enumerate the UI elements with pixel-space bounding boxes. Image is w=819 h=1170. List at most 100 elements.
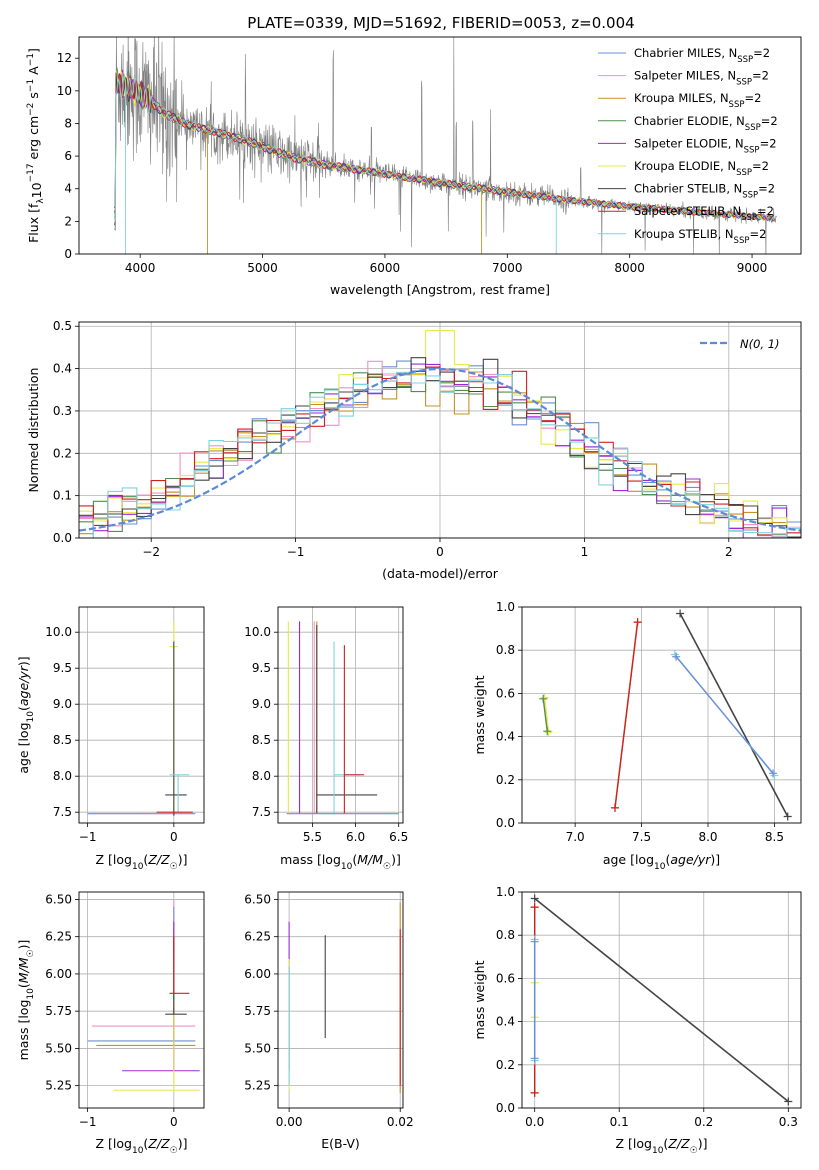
weight-line-5 — [679, 613, 789, 817]
y-tick-label: 0.2 — [496, 773, 515, 787]
x-tick-label: 8.0 — [698, 830, 717, 844]
weight-marker — [530, 894, 539, 903]
y-tick-label: 6.00 — [45, 967, 72, 981]
y-tick-label: 0.5 — [53, 319, 72, 333]
weight-line-7 — [675, 656, 774, 774]
x-tick-label: 7.0 — [566, 830, 585, 844]
x-tick-label: −1 — [287, 545, 305, 559]
y-tick-label: 6.50 — [244, 892, 271, 906]
y-tick-label: 0.0 — [496, 816, 515, 830]
model-spectrum-9 — [114, 73, 775, 222]
residual-histogram-6 — [79, 329, 801, 529]
axes-frame — [78, 36, 802, 255]
x-tick-label: 5.5 — [303, 830, 322, 844]
y-tick-label: 8.0 — [53, 769, 72, 783]
axes-frame — [78, 891, 205, 1109]
y-tick-label: 5.75 — [244, 1004, 271, 1018]
y-tick-label: 6 — [64, 149, 72, 163]
weight-marker — [543, 727, 552, 736]
plot-area-residuals — [79, 322, 801, 538]
y-tick-label: 1.0 — [496, 600, 515, 614]
x-tick-label: 0 — [436, 545, 444, 559]
y-tick-label: 9.5 — [252, 661, 271, 675]
x-axis-label: Z [log10(Z/Z☉)] — [96, 852, 188, 872]
legend-entry: Salpeter MILES, NSSP=2 — [634, 69, 769, 88]
weight-marker — [530, 937, 539, 946]
y-tick-label: 8 — [64, 116, 72, 130]
y-tick-label: 0.2 — [53, 446, 72, 460]
y-tick-label: 5.75 — [45, 1004, 72, 1018]
y-axis-label: mass weight — [472, 675, 487, 754]
weight-marker — [784, 1097, 793, 1106]
weight-marker — [540, 693, 549, 702]
weight-marker — [530, 903, 539, 912]
x-axis-label: wavelength [Angstrom, rest frame] — [330, 282, 550, 297]
y-tick-label: 0.8 — [496, 643, 515, 657]
y-tick-label: 8.0 — [252, 769, 271, 783]
axes-weight-vs-Z: 0.0 0.1 0.2 0.3 0.0 0.2 0.4 0.6 0.8 1.0 Z [log10(Z… — [472, 885, 802, 1156]
weight-marker — [530, 1054, 539, 1063]
y-tick-label: 0.0 — [53, 531, 72, 545]
y-tick-label: 9.0 — [252, 697, 271, 711]
y-tick-label: 2 — [64, 214, 72, 228]
axes-frame — [78, 321, 802, 539]
legend-entry: Chabrier MILES, NSSP=2 — [634, 46, 770, 65]
y-tick-label: 7.5 — [252, 805, 271, 819]
axes-age-vs-mass: 5.5 6.0 6.5 7.5 8.0 8.5 9.0 9.5 10.0 mass [log10(… — [244, 606, 408, 872]
y-tick-label: 5.50 — [45, 1041, 72, 1055]
y-tick-label: 0.3 — [53, 404, 72, 418]
x-tick-label: 4000 — [125, 261, 156, 275]
weight-marker — [544, 728, 553, 737]
y-tick-label: 0 — [64, 247, 72, 261]
weight-line-1 — [543, 697, 550, 733]
x-tick-label: 0.02 — [387, 1115, 414, 1129]
y-tick-label: 8.5 — [252, 733, 271, 747]
weight-line-1 — [534, 897, 789, 1103]
x-tick-label: 1 — [581, 545, 589, 559]
axes-age-vs-Z: −1 0 7.5 8.0 8.5 9.0 9.5 10.0 Z [log10(Z/Z☉)] age… — [16, 606, 205, 872]
plot-area-age-vs-mass — [278, 607, 403, 823]
axes-frame — [521, 891, 802, 1109]
residual-histogram-9 — [79, 372, 801, 538]
y-tick-label: 6.50 — [45, 892, 72, 906]
x-tick-label: 6.0 — [346, 830, 365, 844]
weight-marker — [672, 652, 681, 661]
y-tick-label: 0.2 — [496, 1058, 515, 1072]
x-tick-label: 2 — [725, 545, 733, 559]
spectrum-legend: Chabrier MILES, NSSP=2 Salpeter MILES, NS… — [598, 46, 778, 246]
x-tick-label: 0.2 — [694, 1115, 713, 1129]
y-axis-label: mass [log10(M/M☉)] — [16, 940, 36, 1061]
y-axis-label: Flux [fλ10−17 erg cm−2 s−1 A−1] — [26, 48, 46, 243]
y-axis-label: Normed distribution — [26, 368, 41, 493]
x-tick-label: 8.5 — [765, 830, 784, 844]
plot-area-weight-vs-age — [522, 607, 801, 823]
y-tick-label: 6.25 — [244, 930, 271, 944]
y-tick-label: 5.25 — [244, 1079, 271, 1093]
axes-spectrum: 4000 5000 6000 7000 8000 9000 0 2 4 6 8 10 12 wavelen… — [26, 36, 802, 297]
legend-entry: Chabrier STELIB, NSSP=2 — [634, 182, 775, 201]
y-tick-label: 0.4 — [496, 1015, 515, 1029]
model-spectrum-6 — [114, 71, 774, 223]
x-tick-label: −1 — [79, 1115, 97, 1129]
x-tick-label: 7.5 — [632, 830, 651, 844]
normal-curve — [79, 367, 801, 532]
y-tick-label: 6.25 — [45, 930, 72, 944]
y-tick-label: 0.6 — [496, 686, 515, 700]
y-tick-label: 12 — [57, 51, 72, 65]
y-tick-label: 8.5 — [53, 733, 72, 747]
axes-frame — [78, 606, 205, 824]
x-tick-label: 5000 — [247, 261, 278, 275]
y-tick-label: 0.8 — [496, 928, 515, 942]
x-tick-label: 6.5 — [389, 830, 408, 844]
y-tick-label: 5.50 — [244, 1041, 271, 1055]
x-tick-label: 0 — [170, 830, 178, 844]
plot-area-spectrum — [114, 37, 777, 254]
weight-marker — [539, 694, 548, 703]
x-axis-label: age [log10(age/yr)] — [603, 852, 720, 872]
normal-legend-label: N(0, 1) — [740, 337, 780, 351]
weight-marker — [783, 812, 792, 821]
plot-area-mass-vs-EBV — [278, 892, 403, 1108]
x-tick-label: −1 — [79, 830, 97, 844]
axes-mass-vs-EBV: 0.00 0.02 5.25 5.50 5.75 6.00 6.25 6.50 E(B-V) — [244, 891, 414, 1151]
plot-area-weight-vs-Z — [522, 892, 801, 1108]
